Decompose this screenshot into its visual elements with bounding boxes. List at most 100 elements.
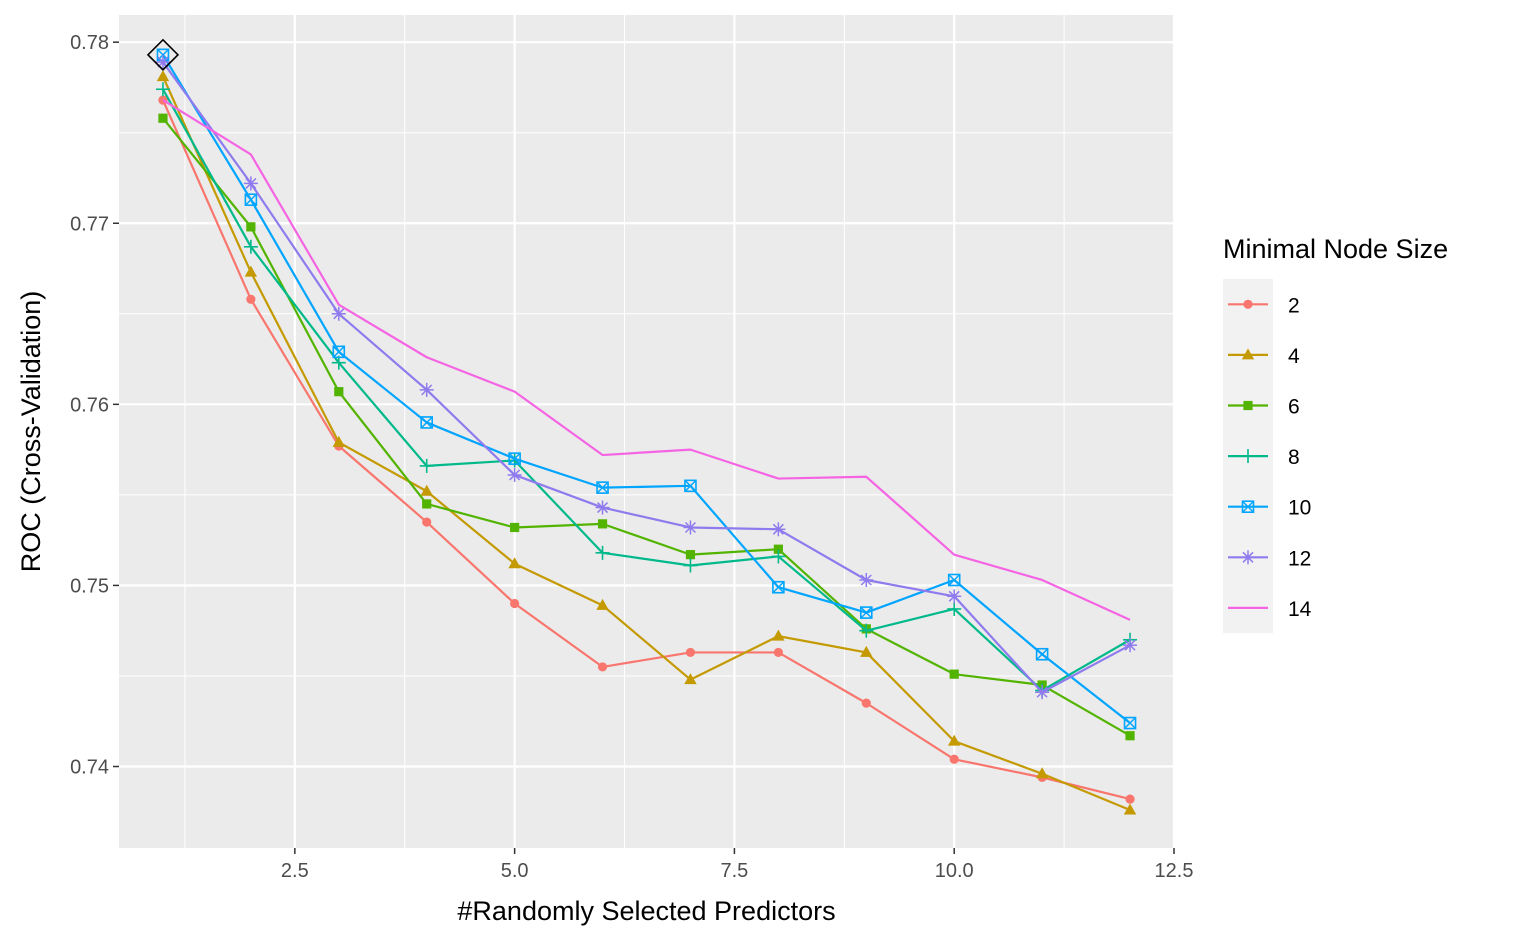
data-point <box>155 82 170 97</box>
data-point <box>510 522 520 533</box>
legend-item-2: 2 <box>1228 294 1300 317</box>
legend-marker <box>1241 550 1255 565</box>
legend-item-12: 12 <box>1228 547 1311 570</box>
legend-label: 2 <box>1288 294 1300 317</box>
data-point <box>771 522 786 537</box>
data-point <box>773 647 783 658</box>
x-tick-label: 5.0 <box>501 860 529 882</box>
data-point <box>685 647 696 658</box>
data-point <box>158 113 168 123</box>
x-axis-title: #Randomly Selected Predictors <box>457 896 835 926</box>
legend-title: Minimal Node Size <box>1223 234 1448 264</box>
data-point <box>773 544 783 554</box>
data-point <box>420 416 434 429</box>
data-point <box>332 345 346 359</box>
series-line-4 <box>161 76 1131 811</box>
data-point <box>507 467 522 482</box>
data-point <box>597 519 608 529</box>
series-layer <box>155 48 1138 815</box>
legend-marker <box>1241 449 1255 464</box>
series-line-8 <box>161 88 1131 692</box>
data-point <box>508 452 521 465</box>
x-tick-label: 10.0 <box>935 860 974 882</box>
data-point <box>419 382 434 397</box>
data-point <box>243 176 258 191</box>
data-point <box>860 645 873 657</box>
data-point <box>683 520 698 535</box>
data-point <box>1035 685 1050 700</box>
data-point <box>419 458 434 473</box>
data-point <box>331 306 346 321</box>
legend-label: 10 <box>1288 497 1311 520</box>
data-point <box>155 55 170 70</box>
x-tick-label: 12.5 <box>1155 860 1194 882</box>
data-point <box>420 484 433 496</box>
legend-marker <box>1241 348 1255 360</box>
data-point <box>1035 647 1049 661</box>
data-point <box>683 558 698 573</box>
data-point <box>772 629 785 641</box>
data-point <box>1123 803 1137 815</box>
data-point <box>859 572 874 587</box>
data-point <box>772 580 785 594</box>
legend-marker <box>1243 400 1253 411</box>
data-point <box>947 589 962 604</box>
y-tick-label: 0.75 <box>70 575 109 597</box>
data-point <box>771 549 786 564</box>
legend-label: 8 <box>1288 446 1300 469</box>
data-point <box>596 598 609 610</box>
series-10 <box>156 48 1137 730</box>
data-point <box>244 265 258 277</box>
series-8 <box>155 82 1138 698</box>
data-point <box>947 601 962 616</box>
data-point <box>1125 731 1135 741</box>
data-point <box>949 754 959 764</box>
series-14 <box>162 99 1131 621</box>
data-point <box>1125 794 1135 804</box>
x-tick-label: 2.5 <box>281 860 309 882</box>
legend-item-4: 4 <box>1228 345 1300 368</box>
data-point <box>859 623 874 638</box>
x-tick-label: 7.5 <box>721 860 749 882</box>
y-axis-title: ROC (Cross-Validation) <box>16 291 46 573</box>
legend-label: 6 <box>1288 396 1300 419</box>
series-4 <box>156 70 1137 815</box>
legend-item-14: 14 <box>1228 598 1312 621</box>
x-axis: 2.5 5.0 7.5 10.0 12.5 <box>281 848 1194 882</box>
y-tick-label: 0.78 <box>70 32 109 54</box>
data-point <box>684 673 697 685</box>
data-point <box>685 550 696 560</box>
y-tick-label: 0.76 <box>70 394 109 416</box>
data-point <box>597 662 608 672</box>
y-tick-label: 0.74 <box>70 757 109 779</box>
plot-panel <box>119 15 1174 848</box>
series-line-12 <box>162 61 1131 694</box>
legend-item-8: 8 <box>1228 446 1300 469</box>
major-gridlines <box>119 15 1176 848</box>
legend-label: 4 <box>1288 345 1300 368</box>
legend-marker <box>1243 299 1253 309</box>
data-point <box>595 500 610 515</box>
series-2 <box>158 95 1135 804</box>
legend-marker <box>1241 500 1255 514</box>
data-point <box>947 573 961 587</box>
data-point <box>508 557 521 569</box>
series-line-2 <box>161 99 1131 801</box>
legend-label: 14 <box>1288 598 1312 621</box>
data-point <box>246 222 256 232</box>
data-point <box>859 606 873 619</box>
data-point <box>334 387 344 397</box>
legend-item-10: 10 <box>1228 497 1311 520</box>
data-point <box>244 193 258 207</box>
data-point <box>246 294 256 304</box>
data-point <box>156 70 170 82</box>
best-point-layer <box>146 38 180 71</box>
series-line-10 <box>162 54 1131 724</box>
data-point <box>510 598 520 609</box>
data-point <box>422 517 432 527</box>
best-point-diamond <box>146 38 180 71</box>
legend-label: 12 <box>1288 547 1311 570</box>
y-tick-label: 0.77 <box>70 213 109 235</box>
data-point <box>949 669 959 679</box>
